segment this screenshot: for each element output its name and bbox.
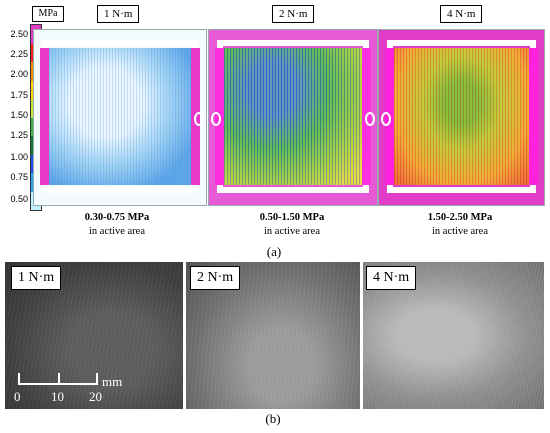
bolt-hole: [365, 112, 375, 126]
scale-bar-tick-label: 0: [14, 389, 21, 404]
micrograph-torque-label: 1 N·m: [11, 266, 62, 290]
range-note: in active area: [264, 226, 320, 237]
scale-bar-tick: [18, 373, 20, 385]
colorbar-tick: 1.75: [10, 90, 28, 100]
edge-high-pressure: [40, 48, 50, 185]
micrograph-torque-label: 2 N·m: [190, 266, 241, 290]
scale-bar-tick: [58, 373, 60, 385]
scale-bar-tick-label: 10: [51, 389, 64, 404]
micrograph-torque-label: 4 N·m: [366, 266, 417, 290]
panel-a-caption: (a): [266, 244, 282, 259]
colorbar-tick: 2.50: [10, 29, 28, 39]
colorbar-tick: 2.00: [10, 69, 28, 79]
bolt-hole: [381, 112, 391, 126]
map-torque-label: 1 N·m: [97, 5, 140, 23]
active-area: [224, 48, 362, 185]
scale-bar-tick: [96, 373, 98, 385]
colorbar-unit: MPa: [32, 6, 64, 22]
panel-b-caption: (b): [265, 411, 281, 426]
pressure-map-3: [378, 29, 545, 206]
range-note: in active area: [89, 226, 145, 237]
active-area: [394, 48, 529, 185]
bolt-hole: [194, 112, 204, 126]
colorbar-tick: 1.00: [10, 152, 28, 162]
scale-bar-tick-label: 20: [89, 389, 102, 404]
active-area: [49, 48, 191, 185]
pressure-range: 0.30-0.75 MPa: [84, 212, 150, 223]
edge-high-pressure: [528, 48, 538, 185]
pressure-map-2: [208, 29, 378, 206]
range-note: in active area: [432, 226, 488, 237]
pressure-range: 0.50-1.50 MPa: [259, 212, 325, 223]
colorbar-tick: 1.50: [10, 110, 28, 120]
pressure-map-1: [33, 29, 207, 206]
scale-bar-unit: mm: [102, 374, 123, 389]
map-torque-label: 2 N·m: [272, 5, 315, 23]
bolt-hole: [211, 112, 221, 126]
colorbar-tick: 2.25: [10, 49, 28, 59]
pressure-range: 1.50-2.50 MPa: [427, 212, 493, 223]
colorbar-tick: 1.25: [10, 130, 28, 140]
colorbar-tick: 0.50: [10, 194, 28, 204]
map-torque-label: 4 N·m: [440, 5, 483, 23]
colorbar-tick: 0.75: [10, 172, 28, 182]
